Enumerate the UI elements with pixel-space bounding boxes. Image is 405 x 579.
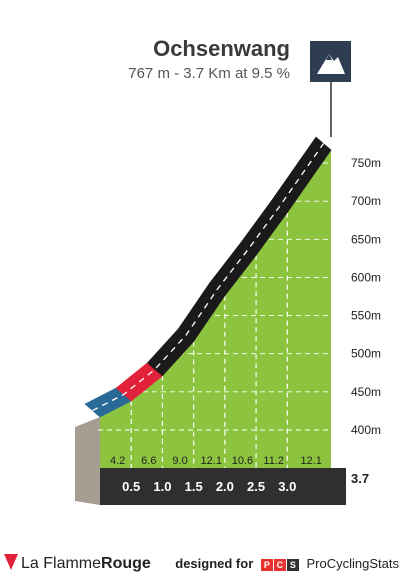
pcs-logo-s: S [286, 559, 299, 571]
flamme-rouge-flag-icon [4, 554, 18, 570]
pcs-logo-c: C [273, 559, 286, 571]
mountain-peak-shape [317, 54, 345, 74]
elevation-tick-label: 450m [351, 385, 381, 399]
segment-gradient-label: 11.2 [263, 455, 284, 467]
pcs-logo-p: P [260, 559, 273, 571]
distance-tick-label: 2.0 [216, 479, 234, 494]
pcs-name: ProCyclingStats [306, 556, 399, 571]
distance-tick-label: 0.5 [122, 479, 140, 494]
start-side-face [75, 417, 100, 505]
climb-area [100, 150, 331, 468]
summit-marker [310, 41, 351, 138]
segment-gradient-label: 12.1 [201, 455, 222, 467]
segment-gradient-label: 4.2 [110, 455, 125, 467]
elevation-tick-label: 700m [351, 194, 381, 208]
designed-for-label: designed for [175, 556, 254, 571]
brand-name-regular: La Flamme [21, 555, 102, 572]
mountain-snow-line [326, 54, 332, 60]
brand-name-bold: Rouge [101, 555, 151, 572]
elevation-tick-label: 500m [351, 347, 381, 361]
segment-gradient-label: 12.1 [300, 455, 321, 467]
road-layer [84, 136, 332, 418]
elevation-tick-label: 550m [351, 309, 381, 323]
segment-gradient-label: 9.0 [172, 455, 187, 467]
elevation-tick-label: 650m [351, 232, 381, 246]
label-layer: 400m 450m 500m 550m 600m 650m 700m 750m 4.2 6.6 9.… [110, 156, 381, 494]
grid-layer [98, 162, 345, 468]
profile-layer [75, 150, 346, 505]
distance-tick-label: 2.5 [247, 479, 265, 494]
distance-tick-label: 3.0 [278, 479, 296, 494]
distance-tick-label: 1.0 [153, 479, 171, 494]
segment-gradient-label: 6.6 [141, 455, 156, 467]
climb-title: Ochsenwang [153, 36, 290, 61]
elevation-tick-label: 400m [351, 423, 381, 437]
segment-gradient-label: 10.6 [232, 455, 253, 467]
distance-band [100, 468, 346, 505]
elevation-tick-label: 600m [351, 270, 381, 284]
distance-tick-label: 1.5 [185, 479, 203, 494]
climb-subtitle: 767 m - 3.7 Km at 9.5 % [128, 65, 290, 82]
elevation-tick-label: 750m [351, 156, 381, 170]
total-distance-label: 3.7 [351, 471, 369, 486]
la-flamme-rouge-logo[interactable]: La FlammeRouge [4, 554, 151, 573]
